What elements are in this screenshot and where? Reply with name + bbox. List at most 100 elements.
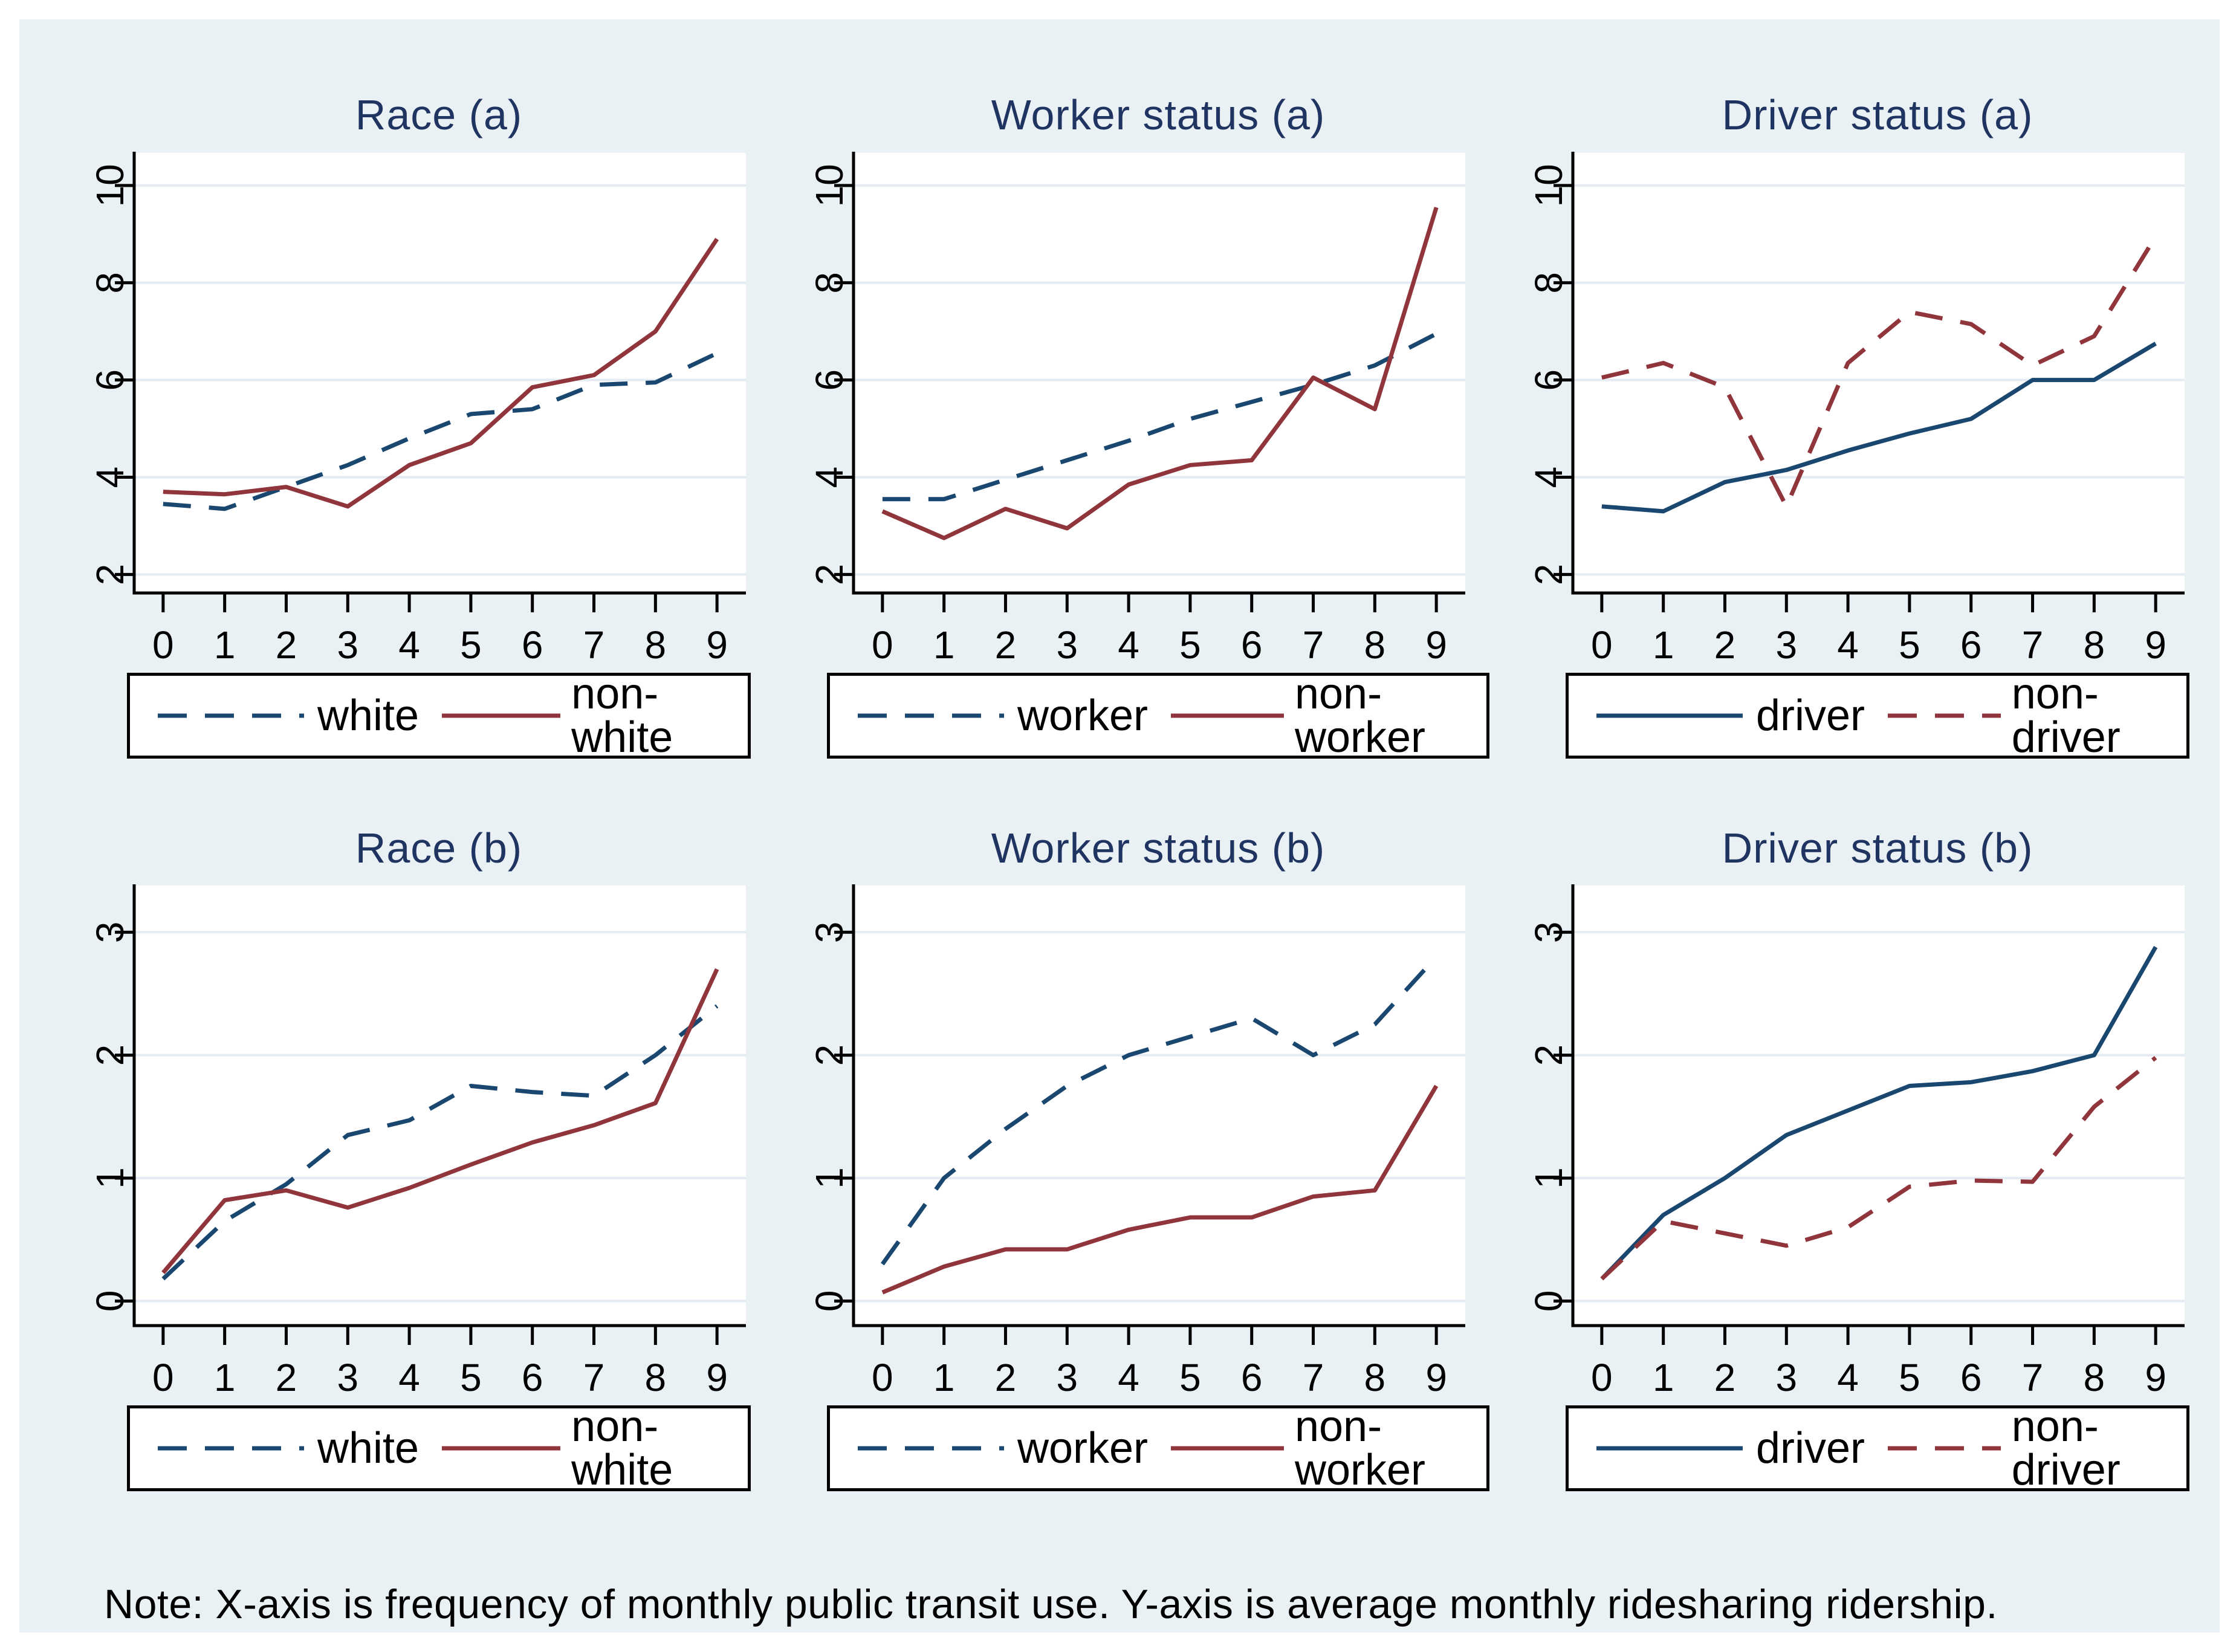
legend-item: driver	[1594, 1427, 1865, 1470]
legend-label: non-driver	[2011, 1402, 2121, 1494]
panel-worker-status-a: Worker status (a) 2 4 6 8 10 0 1 2 3 4 5 6 7 8 9 worke…	[769, 91, 1490, 759]
x-tick-label: 4	[1118, 623, 1139, 664]
y-tick-label: 10	[808, 164, 851, 207]
dashed-line-sample-icon	[1888, 1446, 2001, 1451]
legend-label: non-worker	[1294, 669, 1426, 762]
plot-area	[854, 152, 1465, 593]
x-tick-label: 8	[1364, 1356, 1386, 1397]
panel-title: Driver status (a)	[1722, 91, 2033, 138]
solid-line-sample-icon	[1596, 713, 1743, 717]
x-tick-label: 9	[1425, 1356, 1447, 1397]
series-line-non-white	[163, 237, 719, 508]
legend-item: non-driver	[1885, 1405, 2161, 1492]
y-tick-label: 8	[808, 271, 851, 293]
x-tick-label: 2	[1714, 1356, 1736, 1397]
legend-label: driver	[1756, 691, 1865, 740]
x-tick-label: 4	[398, 623, 420, 664]
x-tick-label: 0	[1591, 623, 1613, 664]
plot-area	[854, 886, 1465, 1326]
legend-item: worker	[855, 694, 1148, 737]
x-tick-label: 6	[1241, 623, 1263, 664]
panel-title: Race (b)	[355, 824, 523, 872]
series-line-driver	[1601, 341, 2157, 513]
y-tick-label: 4	[808, 466, 851, 488]
panel-title: Driver status (b)	[1722, 824, 2033, 872]
legend-item: white	[155, 1427, 419, 1470]
legend-item: non-white	[439, 672, 722, 759]
x-tick-label: 2	[276, 1356, 297, 1397]
x-tick-label: 8	[2084, 623, 2105, 664]
y-tick-label: 0	[808, 1291, 851, 1312]
legend-box: driver non-driver	[1566, 672, 2189, 759]
series-line-non-worker	[881, 206, 1439, 540]
dashed-line-sample-icon	[158, 713, 304, 717]
x-tick-label: 9	[706, 1356, 728, 1397]
y-tick-label: 2	[88, 1045, 132, 1066]
legend-wrap: driver non-driver	[1488, 672, 2189, 759]
y-tick-label: 2	[1527, 1045, 1570, 1066]
x-tick-label: 6	[1960, 623, 1982, 664]
x-tick-label: 7	[1303, 623, 1324, 664]
solid-line-sample-icon	[1596, 1446, 1743, 1451]
legend-box: worker non-worker	[826, 672, 1490, 759]
x-tick-label: 0	[152, 1356, 174, 1397]
x-tick-label: 7	[583, 1356, 605, 1397]
figure-note: Note: X-axis is frequency of monthly pub…	[104, 1581, 1998, 1627]
y-tick-label: 6	[88, 369, 132, 390]
plot-area	[1573, 886, 2185, 1326]
panel-driver-status-a: Driver status (a) 2 4 6 8 10 0 1 2 3 4 5 6 7 8 9 drive…	[1488, 91, 2189, 759]
y-tick-label: 10	[1527, 164, 1570, 207]
legend-wrap: worker non-worker	[769, 672, 1490, 759]
legend-item: non-white	[439, 1405, 722, 1492]
legend-box: white non-white	[127, 1405, 751, 1492]
x-tick-label: 1	[214, 1356, 236, 1397]
y-tick-label: 2	[808, 1045, 851, 1066]
x-tick-label: 6	[522, 623, 543, 664]
x-tick-label: 0	[872, 623, 893, 664]
legend-label: worker	[1017, 1424, 1149, 1472]
legend-label: non-white	[571, 669, 673, 762]
y-tick-label: 3	[1527, 921, 1570, 943]
solid-line-sample-icon	[442, 1446, 561, 1451]
legend-box: worker non-worker	[826, 1402, 1490, 1494]
x-tick-label: 0	[872, 1356, 893, 1397]
y-tick-label: 0	[88, 1291, 132, 1312]
dashed-line-sample-icon	[158, 1446, 304, 1451]
x-tick-label: 8	[645, 1356, 667, 1397]
y-tick-label: 0	[1527, 1291, 1570, 1312]
legend-wrap: white non-white	[50, 1405, 751, 1492]
x-tick-label: 6	[522, 1356, 543, 1397]
x-tick-label: 2	[995, 1356, 1017, 1397]
legend-wrap: white non-white	[50, 672, 751, 759]
x-tick-label: 5	[460, 623, 482, 664]
y-tick-label: 1	[808, 1167, 851, 1189]
legend-label: white	[317, 691, 420, 740]
x-tick-label: 4	[1837, 1356, 1859, 1397]
series-line-non-driver	[1600, 1055, 2157, 1281]
x-tick-label: 9	[2145, 1356, 2166, 1397]
x-tick-label: 9	[2145, 623, 2166, 664]
legend-label: non-worker	[1294, 1402, 1426, 1494]
x-tick-label: 4	[1118, 1356, 1139, 1397]
y-tick-label: 3	[88, 921, 132, 943]
series-line-driver	[1600, 945, 2158, 1281]
x-tick-label: 5	[1179, 1356, 1201, 1397]
legend-item: non-worker	[1168, 672, 1461, 759]
series-line-white	[163, 351, 718, 511]
x-tick-label: 1	[1653, 623, 1674, 664]
legend-box: white non-white	[127, 672, 751, 759]
x-tick-label: 3	[1775, 1356, 1797, 1397]
x-tick-label: 5	[1899, 623, 1920, 664]
x-tick-label: 5	[460, 1356, 482, 1397]
x-tick-label: 1	[933, 623, 955, 664]
x-tick-label: 2	[276, 623, 297, 664]
